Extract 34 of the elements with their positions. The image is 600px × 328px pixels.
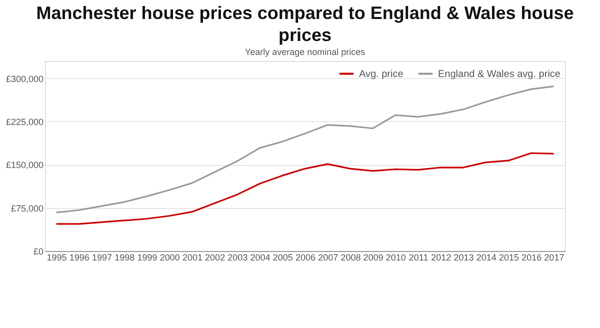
x-tick-label: 2003 (228, 252, 248, 262)
x-tick-label: 2014 (476, 252, 496, 262)
y-tick-label: £300,000 (6, 74, 44, 84)
x-tick-label: 1996 (69, 252, 90, 262)
x-tick-label: 2008 (340, 252, 361, 262)
x-tick-label: 2000 (160, 252, 180, 262)
x-tick-label: 2017 (544, 252, 564, 262)
x-tick-label: 1999 (137, 252, 158, 262)
y-tick-label: £0 (33, 246, 44, 256)
x-tick-label: 2001 (182, 252, 202, 262)
chart-subtitle: Yearly average nominal prices (244, 47, 366, 57)
y-tick-label: £150,000 (6, 160, 44, 170)
x-tick-label: 2009 (363, 252, 384, 262)
x-tick-label: 1995 (46, 252, 67, 262)
x-tick-label: 2010 (386, 252, 406, 262)
x-tick-label: 1997 (92, 252, 112, 262)
x-tick-label: 2005 (272, 252, 293, 262)
legend-label: England & Wales avg. price (438, 68, 561, 80)
x-tick-label: 2006 (295, 252, 316, 262)
x-tick-label: 2016 (522, 252, 542, 262)
x-tick-label: 2007 (318, 252, 338, 262)
line-series (56, 152, 554, 225)
x-tick-label: 1998 (114, 252, 135, 262)
y-tick-label: £75,000 (10, 203, 44, 214)
line-series (56, 86, 554, 214)
chart-title: Manchester house prices compared to England & Wales house prices (36, 3, 574, 45)
x-tick-label: 2012 (431, 252, 452, 262)
x-tick-label: 2002 (205, 252, 226, 262)
x-tick-label: 2011 (408, 252, 428, 262)
y-tick-label: £225,000 (6, 116, 44, 127)
x-tick-label: 2013 (454, 252, 474, 262)
legend-label: Avg. price (359, 68, 404, 80)
x-tick-label: 2004 (250, 252, 270, 262)
x-tick-label: 2015 (498, 252, 519, 262)
